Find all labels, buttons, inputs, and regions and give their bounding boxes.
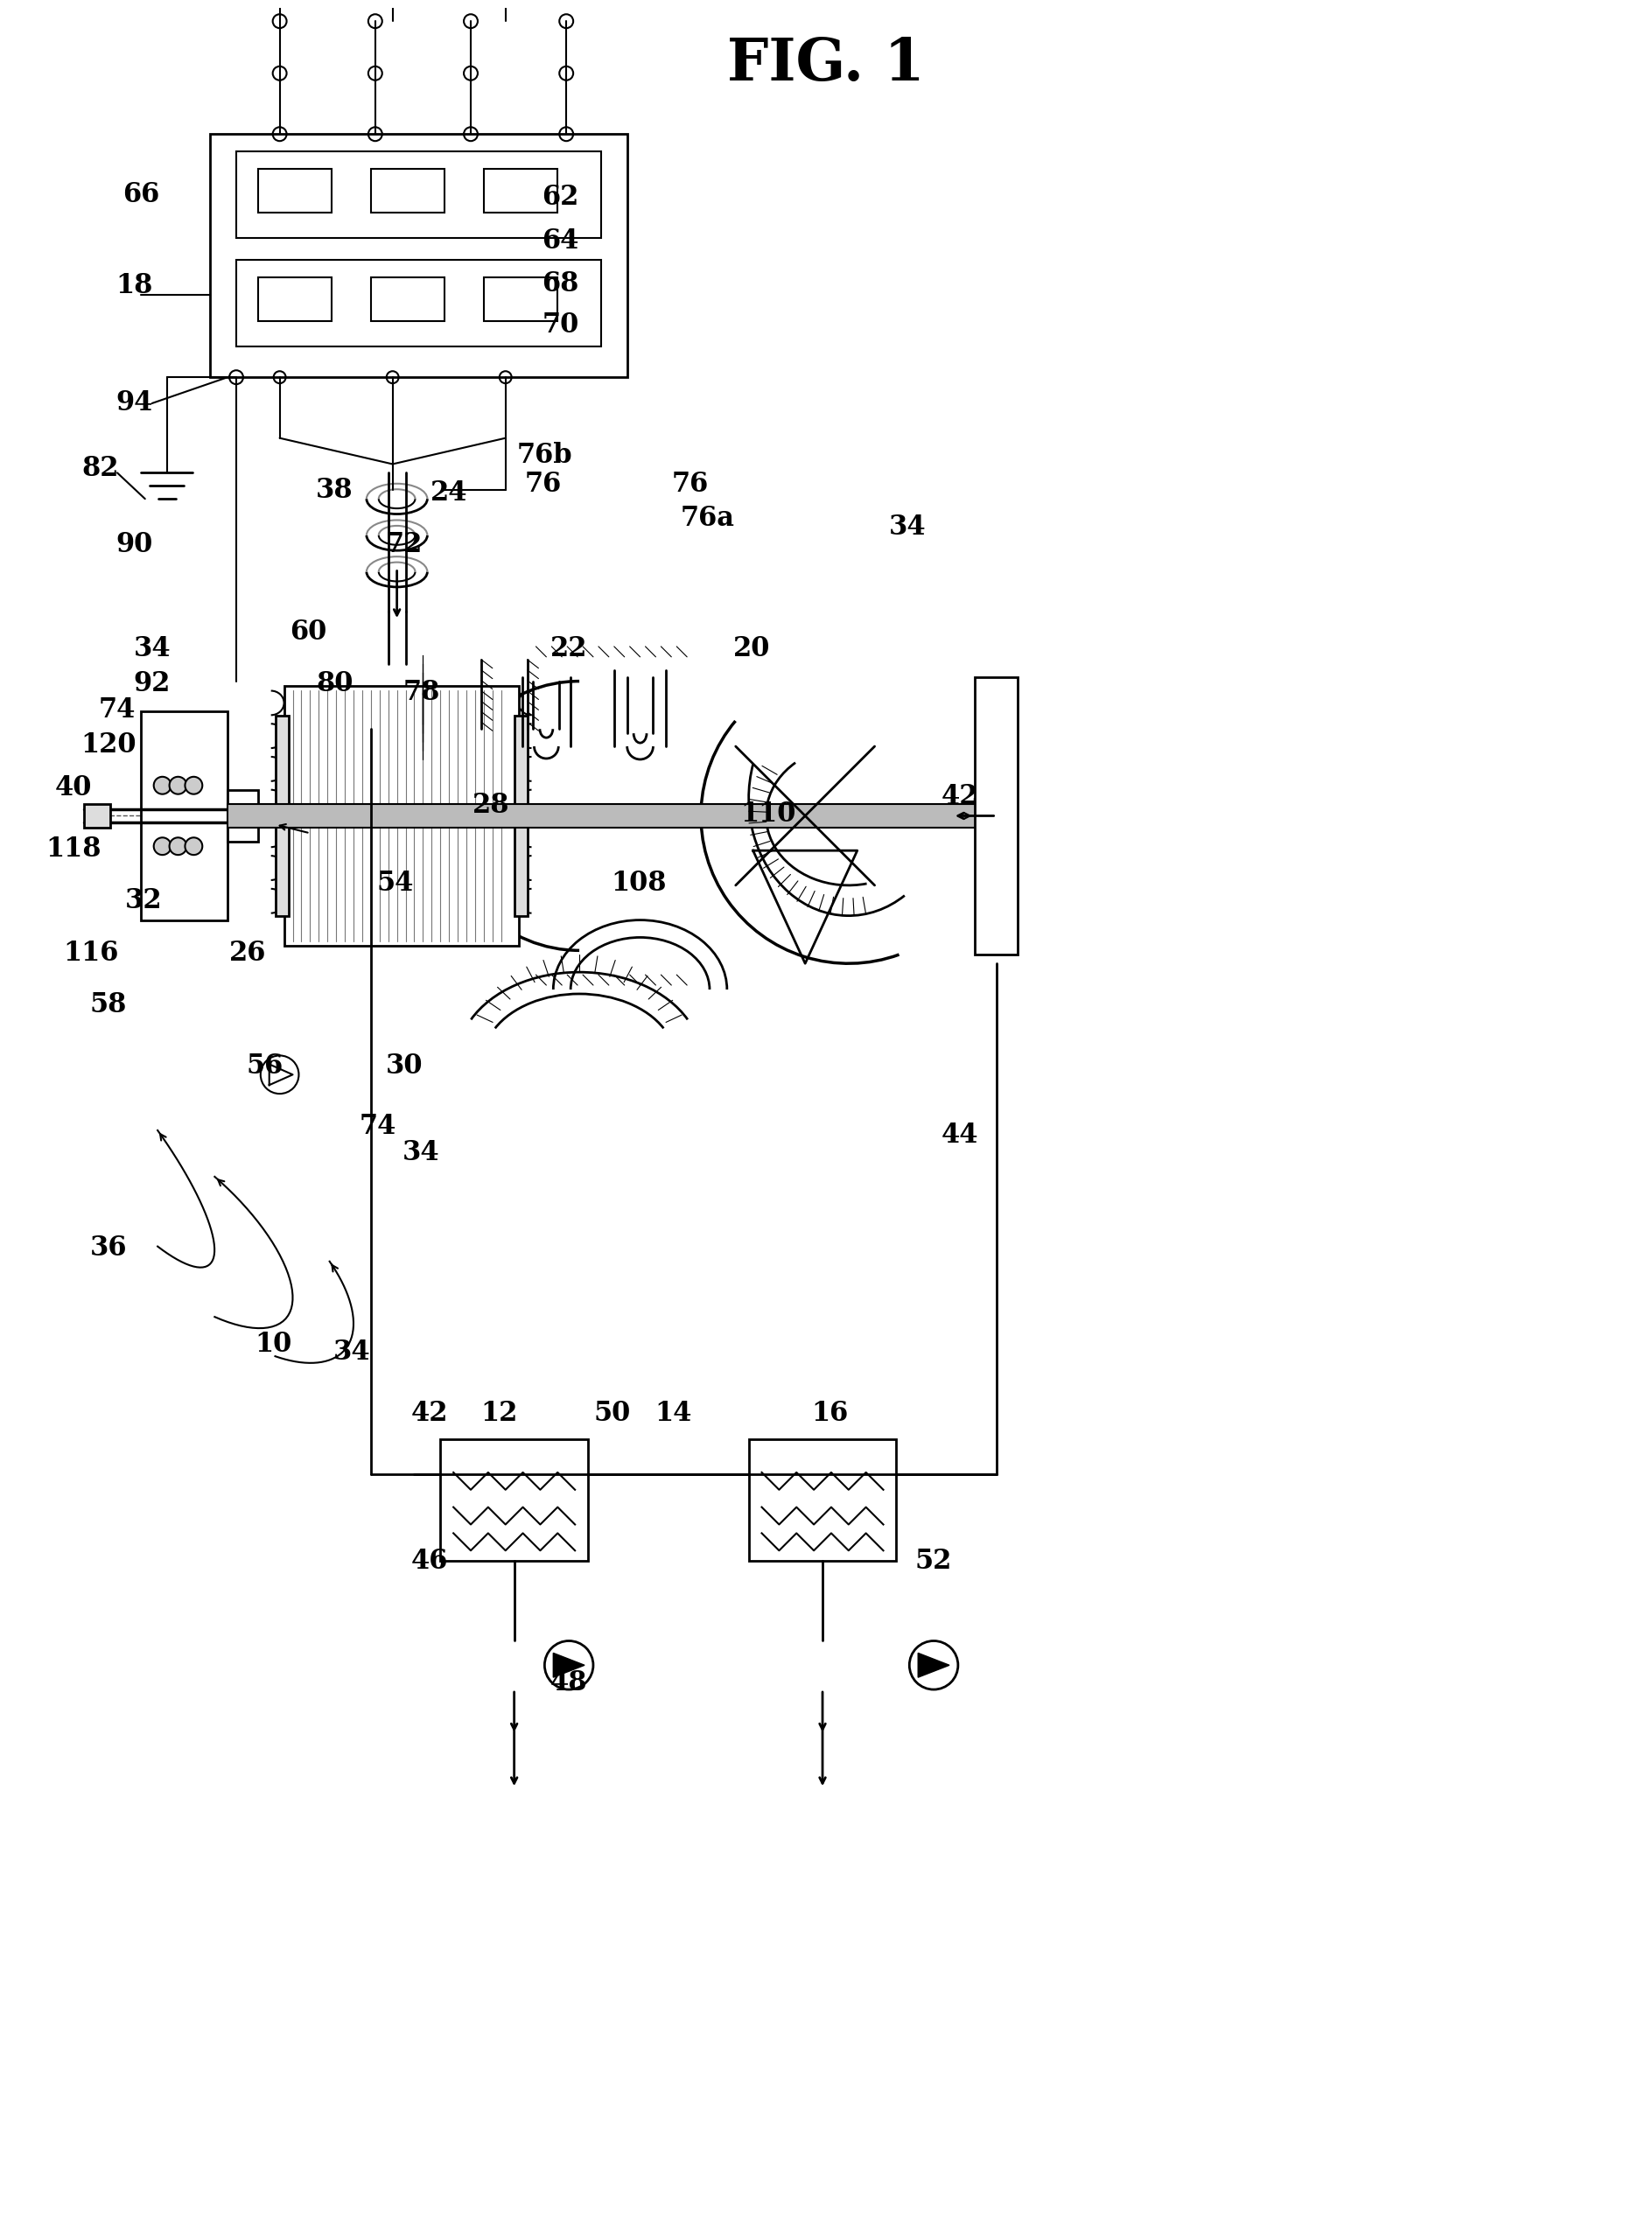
Circle shape [154, 776, 172, 794]
Text: 90: 90 [116, 532, 154, 559]
Text: 68: 68 [542, 270, 578, 297]
Text: 36: 36 [89, 1235, 127, 1261]
Circle shape [170, 838, 187, 856]
Bar [748, 1439, 897, 1561]
Bar [441, 1439, 588, 1561]
Text: 18: 18 [116, 273, 154, 299]
Text: 108: 108 [611, 869, 666, 898]
Text: 48: 48 [550, 1669, 588, 1696]
Text: 94: 94 [116, 390, 154, 417]
Bar [236, 259, 601, 346]
Bar [975, 676, 1018, 956]
Bar [370, 168, 444, 213]
Circle shape [185, 776, 203, 794]
Text: 74: 74 [358, 1113, 396, 1140]
Bar [140, 712, 228, 920]
Text: 120: 120 [81, 732, 137, 758]
Text: 38: 38 [316, 477, 354, 503]
Text: 110: 110 [742, 800, 796, 827]
Bar [370, 277, 444, 321]
Polygon shape [553, 1654, 585, 1678]
Text: 52: 52 [915, 1547, 952, 1574]
Text: 72: 72 [385, 532, 423, 559]
Bar [276, 716, 289, 916]
Text: 16: 16 [811, 1399, 847, 1428]
Text: 92: 92 [134, 670, 170, 698]
Bar [284, 685, 519, 947]
Text: 76: 76 [524, 470, 562, 497]
Bar [514, 716, 527, 916]
Text: 34: 34 [134, 636, 170, 663]
Text: 24: 24 [431, 479, 468, 505]
Circle shape [185, 838, 203, 856]
Text: 74: 74 [99, 696, 135, 723]
Bar [210, 133, 628, 377]
Text: 70: 70 [542, 313, 578, 339]
Bar [228, 789, 258, 842]
Text: FIG. 1: FIG. 1 [727, 35, 925, 93]
Text: 28: 28 [472, 791, 509, 818]
Text: 76a: 76a [681, 505, 735, 532]
Text: 116: 116 [63, 940, 119, 967]
Text: 76b: 76b [517, 441, 573, 470]
Text: 34: 34 [889, 514, 927, 541]
Text: 20: 20 [733, 636, 770, 663]
Bar [140, 712, 228, 920]
Text: 118: 118 [46, 836, 102, 862]
Text: 66: 66 [122, 182, 159, 208]
Bar [258, 277, 332, 321]
Bar [228, 805, 1009, 827]
Text: 32: 32 [124, 887, 162, 913]
Text: 62: 62 [542, 184, 578, 211]
Text: 46: 46 [411, 1547, 448, 1574]
Text: 40: 40 [55, 774, 93, 803]
Text: 76: 76 [672, 470, 709, 497]
Text: 12: 12 [481, 1399, 519, 1428]
Text: 34: 34 [403, 1140, 439, 1166]
Text: 78: 78 [403, 678, 439, 705]
Bar [84, 805, 111, 827]
Text: 10: 10 [254, 1330, 292, 1357]
Text: 42: 42 [411, 1399, 449, 1428]
Bar [236, 151, 601, 237]
Text: 26: 26 [230, 940, 266, 967]
Text: 64: 64 [542, 228, 578, 255]
Bar [228, 789, 258, 842]
Polygon shape [919, 1654, 950, 1678]
Text: 14: 14 [654, 1399, 692, 1428]
Text: 44: 44 [942, 1122, 978, 1148]
Text: 58: 58 [89, 991, 127, 1020]
Text: 54: 54 [377, 869, 413, 898]
Text: 34: 34 [334, 1339, 370, 1366]
Text: 50: 50 [593, 1399, 631, 1428]
Bar [258, 168, 332, 213]
Text: 42: 42 [942, 783, 978, 809]
Text: 80: 80 [316, 670, 354, 698]
Text: 56: 56 [246, 1053, 284, 1080]
Circle shape [154, 838, 172, 856]
Text: 60: 60 [289, 619, 327, 645]
Text: 82: 82 [81, 454, 119, 481]
Bar [484, 277, 558, 321]
Text: 22: 22 [550, 636, 588, 663]
Text: 30: 30 [385, 1053, 423, 1080]
Circle shape [170, 776, 187, 794]
Bar [484, 168, 558, 213]
